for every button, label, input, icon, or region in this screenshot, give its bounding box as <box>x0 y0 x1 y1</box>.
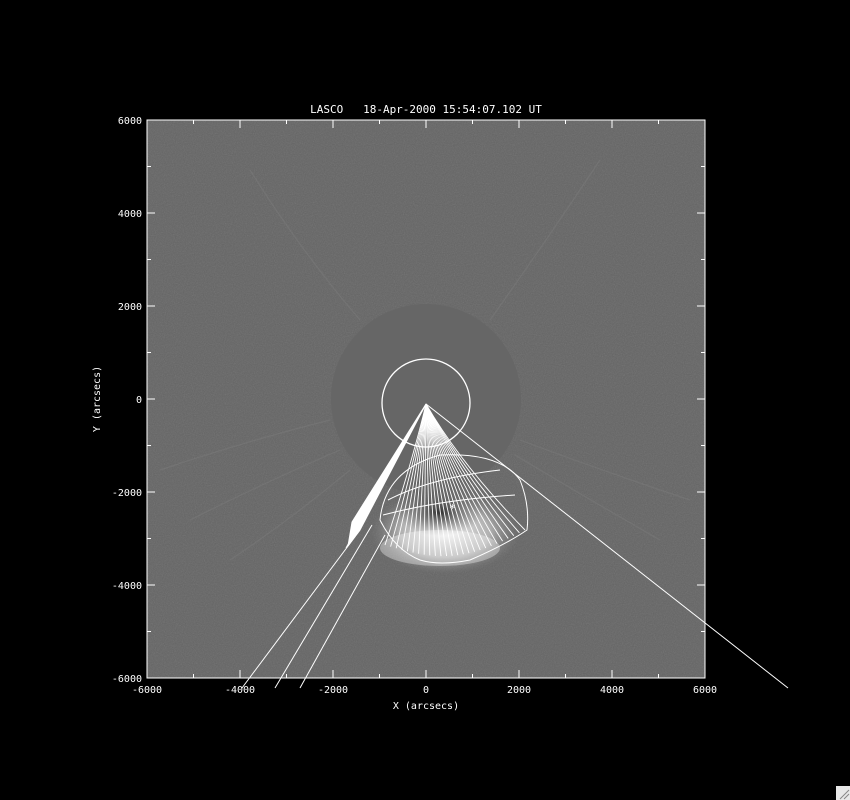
field-line <box>423 403 427 555</box>
field-line <box>425 403 431 556</box>
cme-cone-model <box>241 403 789 689</box>
y-tick-label: 2000 <box>118 302 142 313</box>
resize-grip-icon[interactable] <box>836 786 850 800</box>
field-line <box>425 403 464 555</box>
y-tick-label: -6000 <box>112 674 142 685</box>
field-line <box>425 403 526 531</box>
coronagraph-image <box>147 120 705 678</box>
field-line <box>425 403 453 556</box>
coronal-streamers <box>159 159 691 561</box>
y-axis-label: Y (arcsecs) <box>92 366 103 432</box>
field-line <box>406 403 427 552</box>
field-line <box>401 403 427 550</box>
field-line <box>425 403 470 554</box>
y-tick-label: -4000 <box>112 581 142 592</box>
field-line <box>412 403 427 553</box>
y-tick-label: 6000 <box>118 116 142 127</box>
x-tick-label: 2000 <box>507 685 531 696</box>
field-line <box>425 403 459 556</box>
x-tick-label: -2000 <box>318 685 348 696</box>
x-axis-label: X (arcsecs) <box>393 701 459 712</box>
x-tick-label: -4000 <box>225 685 255 696</box>
field-line <box>425 403 448 557</box>
field-line <box>418 403 427 554</box>
axis-ticks <box>146 119 706 679</box>
x-tick-label: -6000 <box>132 685 162 696</box>
x-tick-label: 0 <box>423 685 429 696</box>
plot-title: LASCO 18-Apr-2000 15:54:07.102 UT <box>310 103 542 116</box>
cme-center-marker: * <box>449 502 456 515</box>
cone-cap-outline <box>379 454 529 564</box>
field-line <box>390 403 427 547</box>
y-tick-labels: 6000 4000 2000 0 -2000 -4000 -6000 <box>112 116 142 685</box>
field-line <box>384 403 427 546</box>
field-line <box>425 403 436 556</box>
cone-field-lines <box>384 403 526 557</box>
occulter-disk <box>331 304 521 494</box>
solar-limb-circle <box>381 358 471 448</box>
y-tick-label: -2000 <box>112 488 142 499</box>
x-tick-label: 6000 <box>693 685 717 696</box>
y-tick-label: 4000 <box>118 209 142 220</box>
x-tick-label: 4000 <box>600 685 624 696</box>
field-line <box>425 403 442 557</box>
y-tick-label: 0 <box>136 395 142 406</box>
x-tick-labels: -6000 -4000 -2000 0 2000 4000 6000 <box>132 685 717 696</box>
field-line <box>395 403 427 549</box>
